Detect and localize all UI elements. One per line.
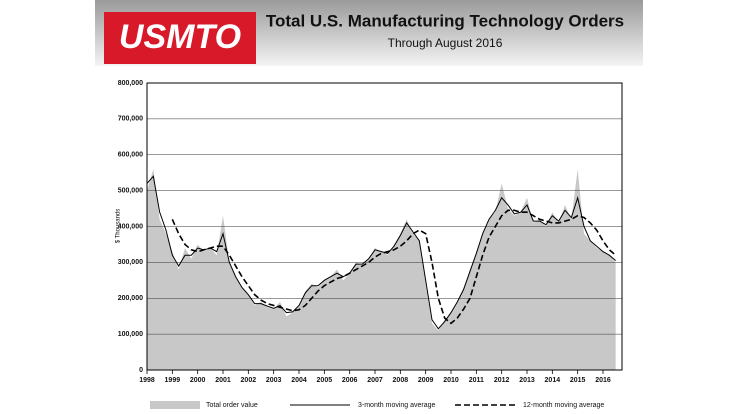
y-tick-label: 600,000 (118, 152, 143, 159)
chart-subtitle: Through August 2016 (388, 36, 503, 50)
y-tick-label: 300,000 (118, 259, 143, 266)
x-tick-label: 2011 (469, 377, 484, 384)
x-tick-label: 2013 (519, 377, 535, 384)
area (147, 169, 616, 370)
x-tick-label: 2014 (545, 377, 561, 384)
x-tick-label: 2000 (190, 377, 206, 384)
x-tick-label: 2008 (393, 377, 409, 384)
x-tick-label: 2016 (595, 377, 611, 384)
x-tick-label: 2002 (241, 377, 257, 384)
line-series (171, 209, 617, 325)
legend-label: Total order value (206, 402, 258, 409)
legend-label: 3-month moving average (358, 402, 436, 409)
x-tick-label: 2005 (317, 377, 333, 384)
y-tick-label: 800,000 (118, 80, 143, 87)
y-axis-label: $ Thousands (116, 209, 122, 244)
y-tick-label: 700,000 (118, 116, 143, 123)
x-tick-label: 1999 (165, 377, 181, 384)
logo-box (104, 12, 256, 64)
chart-title: Total U.S. Manufacturing Technology Orde… (266, 11, 624, 30)
x-tick-label: 2015 (570, 377, 586, 384)
y-tick-label: 200,000 (118, 295, 143, 302)
y-tick-label: 400,000 (118, 223, 143, 230)
logo: USMTO (119, 18, 241, 56)
x-tick-label: 2001 (215, 377, 231, 384)
y-tick-label: 100,000 (118, 331, 143, 338)
x-tick-label: 2007 (367, 377, 383, 384)
x-tick-label: 2003 (266, 377, 282, 384)
line-series (146, 175, 616, 330)
legend-label: 12-month moving average (523, 402, 604, 409)
y-tick-label: 500,000 (118, 187, 143, 194)
x-tick-label: 2012 (494, 377, 510, 384)
x-tick-label: 2004 (291, 377, 307, 384)
x-tick-label: 2009 (418, 377, 434, 384)
x-tick-label: 2006 (342, 377, 358, 384)
x-tick-label: 1998 (139, 377, 155, 384)
plot-frame (146, 82, 623, 371)
legend-swatch (150, 401, 200, 409)
x-tick-label: 2010 (443, 377, 459, 384)
y-tick-label: 0 (139, 367, 143, 374)
